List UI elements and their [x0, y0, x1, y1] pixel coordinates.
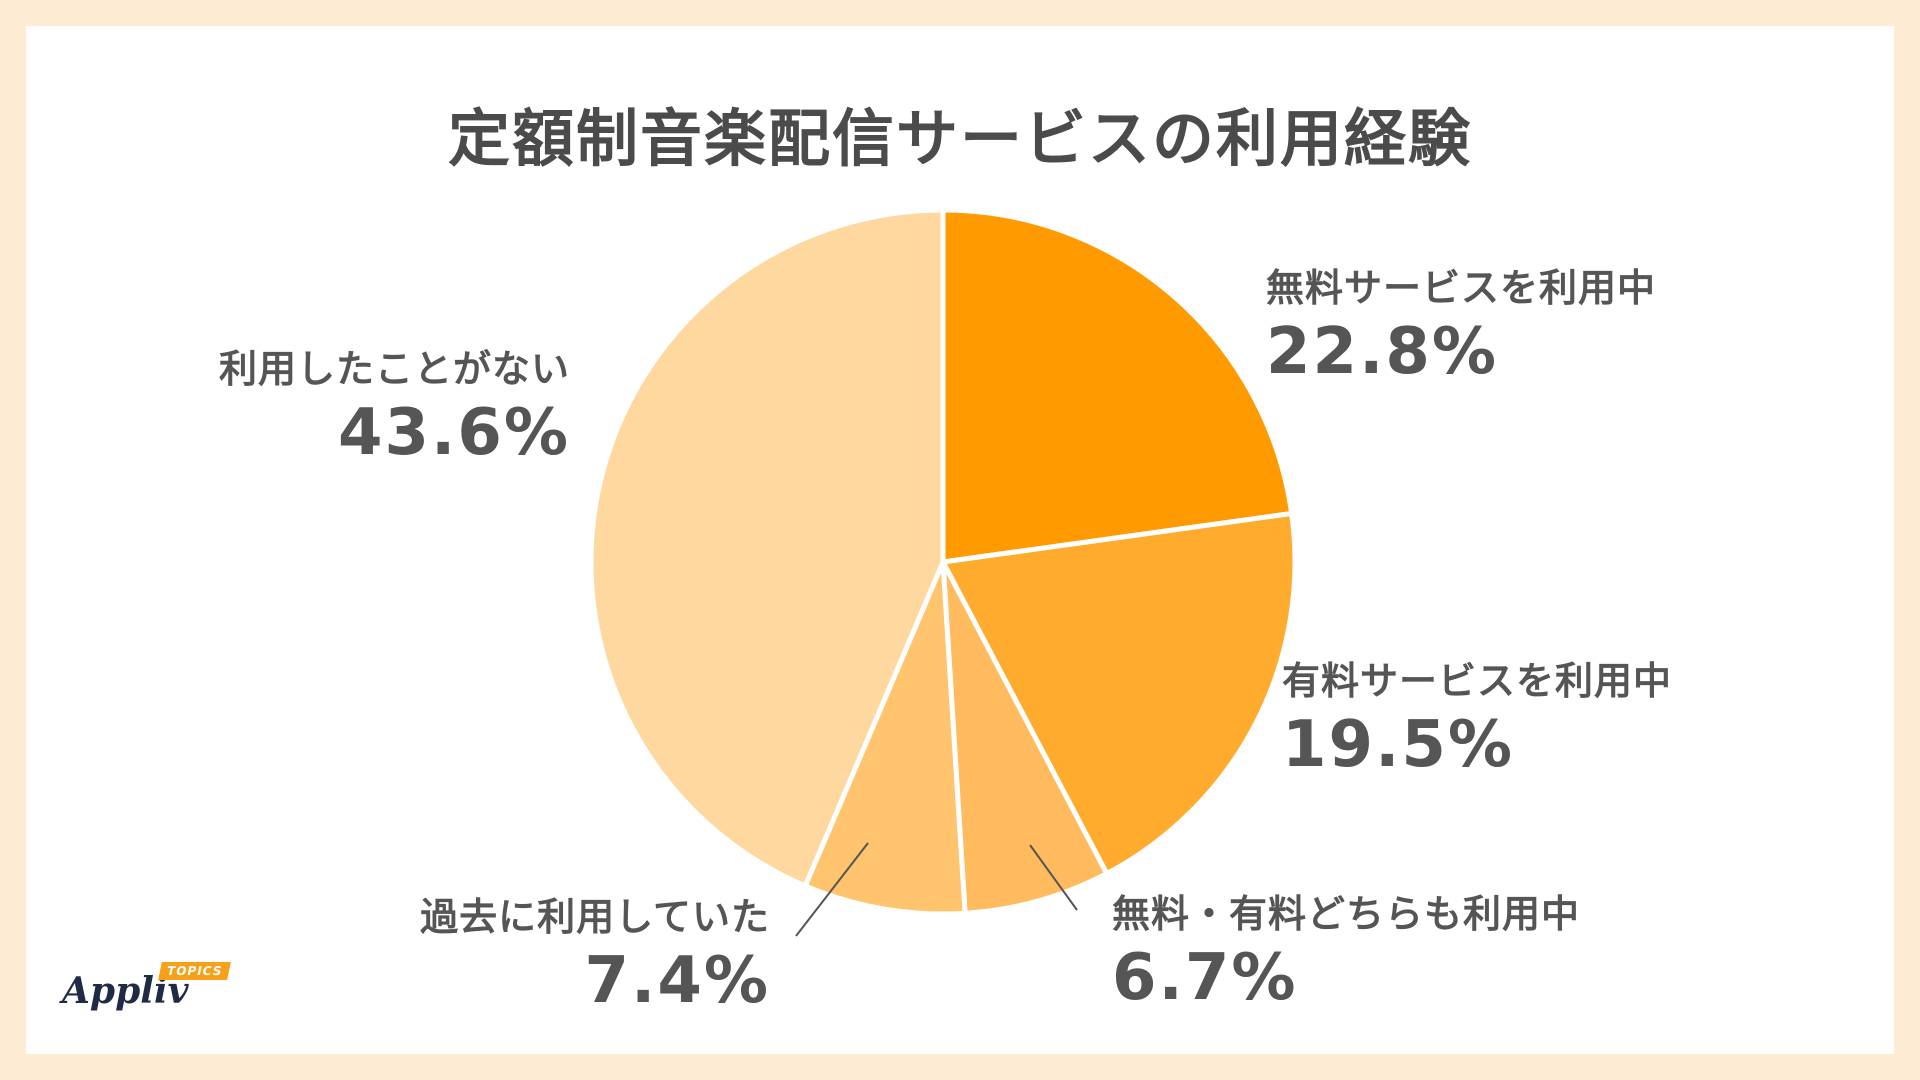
slice-value-both: 6.7%	[1112, 941, 1298, 1015]
slice-name-never: 利用したことがない	[218, 347, 570, 391]
appliv-topics-logo: Appliv TOPICS	[62, 960, 262, 1020]
pie-slice-never	[588, 207, 946, 889]
pie-slice-paid	[940, 511, 1298, 877]
slice-label-paid: 有料サービスを利用中 19.5%	[1282, 657, 1672, 785]
slice-value-free: 22.8%	[1266, 315, 1499, 389]
slice-name-past: 過去に利用していた	[420, 895, 770, 939]
pie-slices	[588, 207, 1298, 917]
slice-name-free: 無料サービスを利用中	[1266, 266, 1657, 310]
leader-line-past	[795, 842, 869, 937]
slice-label-past: 過去に利用していた 7.4%	[380, 893, 770, 1021]
pie-slice-past	[802, 559, 968, 917]
logo-tag: TOPICS	[158, 962, 232, 980]
pie-slice-both	[940, 559, 1110, 916]
slice-label-never: 利用したことがない 43.6%	[150, 345, 570, 473]
slice-value-past: 7.4%	[584, 944, 770, 1018]
slice-name-both: 無料・有料どちらも利用中	[1112, 892, 1581, 936]
pie-slice-free	[940, 207, 1295, 565]
leader-line-both	[1029, 844, 1078, 911]
leader-lines	[795, 842, 1078, 937]
slice-label-free: 無料サービスを利用中 22.8%	[1266, 264, 1656, 392]
slice-value-paid: 19.5%	[1282, 708, 1515, 782]
slice-label-both: 無料・有料どちらも利用中 6.7%	[1112, 890, 1580, 1018]
slice-value-never: 43.6%	[337, 396, 570, 470]
chart-title: 定額制音楽配信サービスの利用経験	[447, 102, 1472, 175]
slice-name-paid: 有料サービスを利用中	[1282, 659, 1673, 703]
